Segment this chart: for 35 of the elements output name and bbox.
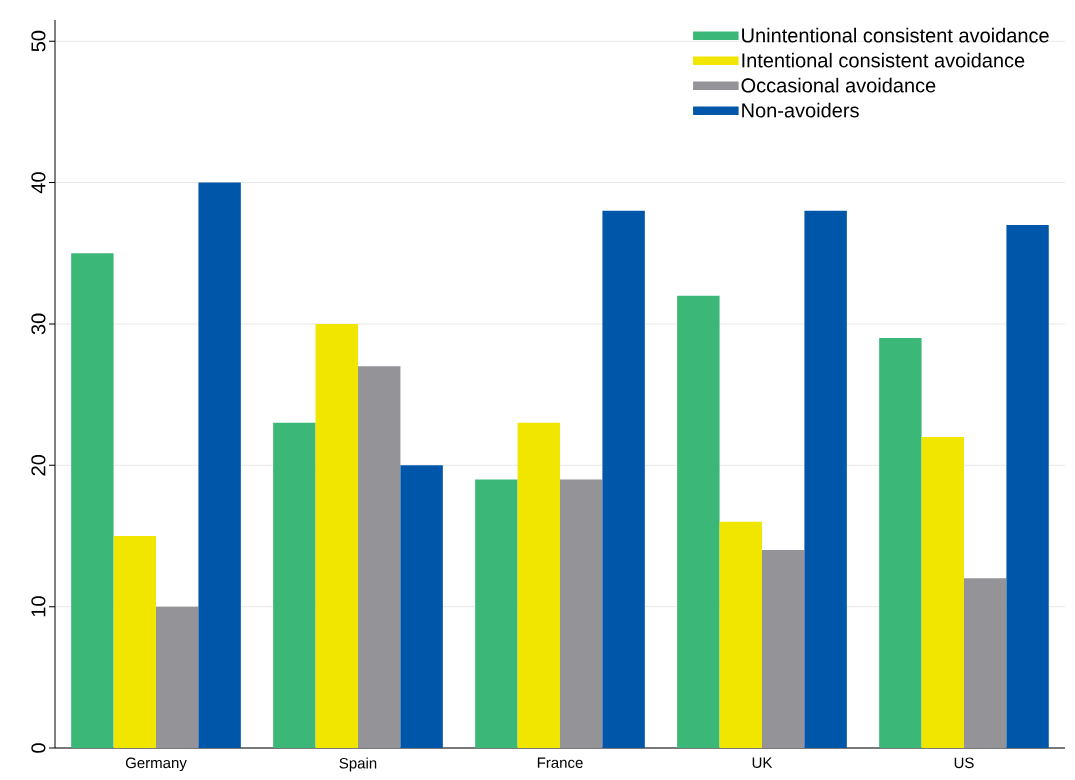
bar [156,606,199,748]
bar [358,366,401,748]
bar [71,253,114,748]
x-tick-label: US [954,757,974,769]
legend-label: Intentional consistent avoidance [742,52,1025,68]
bar [719,521,762,748]
x-tick-label: Spain [339,757,377,772]
bar [879,338,922,748]
y-tick-label: 20 [31,454,46,476]
bar [198,182,241,748]
bar [475,479,518,748]
bar [762,550,805,748]
bar [1006,224,1049,748]
legend-label: Non-avoiders [742,102,859,118]
bar [517,422,560,748]
bar [315,323,358,748]
bar [921,437,964,748]
bar [113,535,156,748]
bar [804,210,847,748]
x-tick-label: Germany [125,757,187,772]
bar [400,465,443,748]
y-tick-label: 10 [31,596,46,617]
bar [963,578,1007,748]
legend-label: Unintentional consistent avoidance [742,27,1049,43]
bar [602,210,645,748]
x-tick-label: UK [752,757,773,768]
y-tick-label: 0 [31,743,46,753]
bar [560,479,603,748]
x-tick-label: France [537,757,583,768]
legend-label: Occasional avoidance [741,77,936,93]
bar [677,295,720,748]
y-tick-label: 30 [31,313,46,335]
y-tick-label: 40 [31,172,46,194]
bar [273,422,316,748]
y-tick-label: 50 [31,30,46,52]
